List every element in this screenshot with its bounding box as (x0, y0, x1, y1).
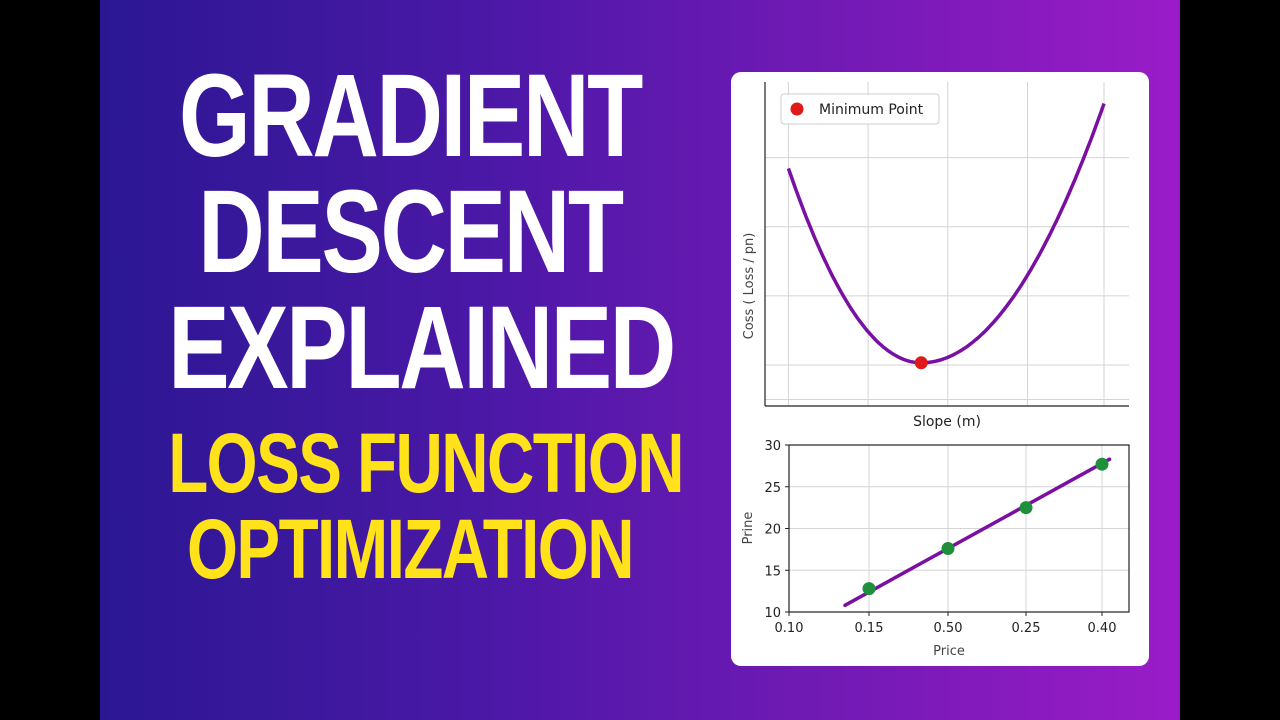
legend-label: Minimum Point (819, 102, 924, 118)
scatter-point (1095, 457, 1109, 471)
headline-block: GRADIENT DESCENT EXPLAINED LOSS FUNCTION… (100, 50, 720, 596)
loss-chart-grid (765, 82, 1129, 406)
x-tick-label: 0.15 (855, 621, 884, 636)
thumbnail-canvas: GRADIENT DESCENT EXPLAINED LOSS FUNCTION… (100, 0, 1180, 720)
minimum-point-marker (914, 356, 928, 370)
y-tick-label: 20 (764, 523, 781, 538)
x-tick-label: 0.50 (934, 621, 963, 636)
subheadline-line-2: OPTIMIZATION (187, 502, 635, 596)
fit-line (843, 457, 1112, 608)
y-tick-label: 15 (764, 564, 781, 579)
scatter-chart-xlabel: Price (933, 644, 965, 659)
y-tick-label: 25 (764, 481, 781, 496)
scatter-points (862, 457, 1109, 596)
x-tick-label: 0.10 (775, 621, 804, 636)
y-tick-label: 10 (764, 606, 781, 621)
scatter-point (1019, 501, 1033, 515)
scatter-point (941, 542, 955, 556)
x-tick-label: 0.25 (1012, 621, 1041, 636)
chart-svg: Minimum Point Slope (m) Coss ( Loss / pn… (741, 82, 1130, 659)
subheadline-line-1: LOSS FUNCTION (168, 416, 684, 510)
scatter-chart-ticks: 0.10 0.15 0.50 0.25 0.40 10 15 20 25 30 (764, 439, 1116, 636)
loss-curve (786, 103, 1106, 365)
y-tick-label: 30 (764, 439, 781, 454)
scatter-chart-grid (789, 445, 1129, 612)
chart-card: Minimum Point Slope (m) Coss ( Loss / pn… (731, 72, 1149, 666)
headline-line-3: EXPLAINED (168, 282, 676, 414)
legend: Minimum Point (780, 93, 940, 125)
scatter-point (862, 582, 876, 596)
headline-line-1: GRADIENT (179, 50, 643, 182)
loss-chart-xlabel: Slope (m) (913, 414, 981, 430)
legend-dot (790, 102, 804, 116)
headline-line-2: DESCENT (198, 166, 624, 298)
x-tick-label: 0.40 (1088, 621, 1117, 636)
loss-chart-ylabel: Coss ( Loss / pn) (742, 233, 757, 340)
scatter-chart-ylabel: Prine (741, 512, 756, 545)
